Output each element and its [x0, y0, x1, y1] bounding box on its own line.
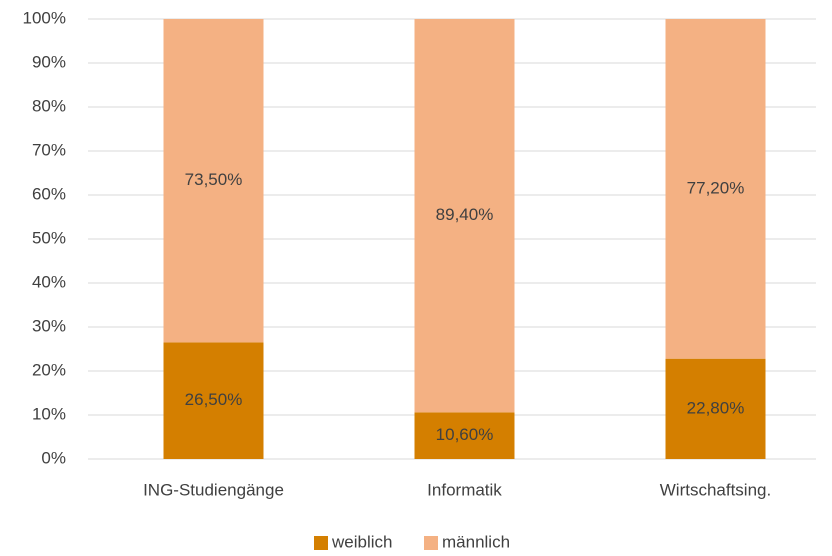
bar-segment [414, 19, 515, 413]
y-tick-label: 70% [32, 140, 66, 159]
legend-label: männlich [442, 532, 510, 551]
y-tick-label: 30% [32, 316, 66, 335]
data-label: 10,60% [436, 425, 494, 444]
y-tick-label: 20% [32, 360, 66, 379]
y-tick-label: 90% [32, 52, 66, 71]
data-label: 77,20% [687, 178, 745, 197]
bar-segment [665, 358, 766, 459]
bar-segment [163, 342, 264, 459]
x-tick-label: Informatik [427, 480, 502, 499]
x-tick-label: ING-Studiengänge [143, 480, 284, 499]
bar-segment [414, 412, 515, 459]
y-tick-label: 100% [23, 8, 66, 27]
bar-segment [665, 19, 766, 359]
y-tick-label: 0% [41, 448, 66, 467]
data-label: 73,50% [185, 170, 243, 189]
legend-swatch [424, 536, 438, 550]
y-tick-label: 10% [32, 404, 66, 423]
data-label: 22,80% [687, 398, 745, 417]
y-tick-label: 80% [32, 96, 66, 115]
bar-segment [163, 19, 264, 343]
legend-label: weiblich [331, 532, 392, 551]
legend-swatch [314, 536, 328, 550]
data-label: 89,40% [436, 205, 494, 224]
y-tick-label: 50% [32, 228, 66, 247]
y-tick-label: 40% [32, 272, 66, 291]
y-tick-label: 60% [32, 184, 66, 203]
data-label: 26,50% [185, 390, 243, 409]
x-tick-label: Wirtschaftsing. [660, 480, 771, 499]
